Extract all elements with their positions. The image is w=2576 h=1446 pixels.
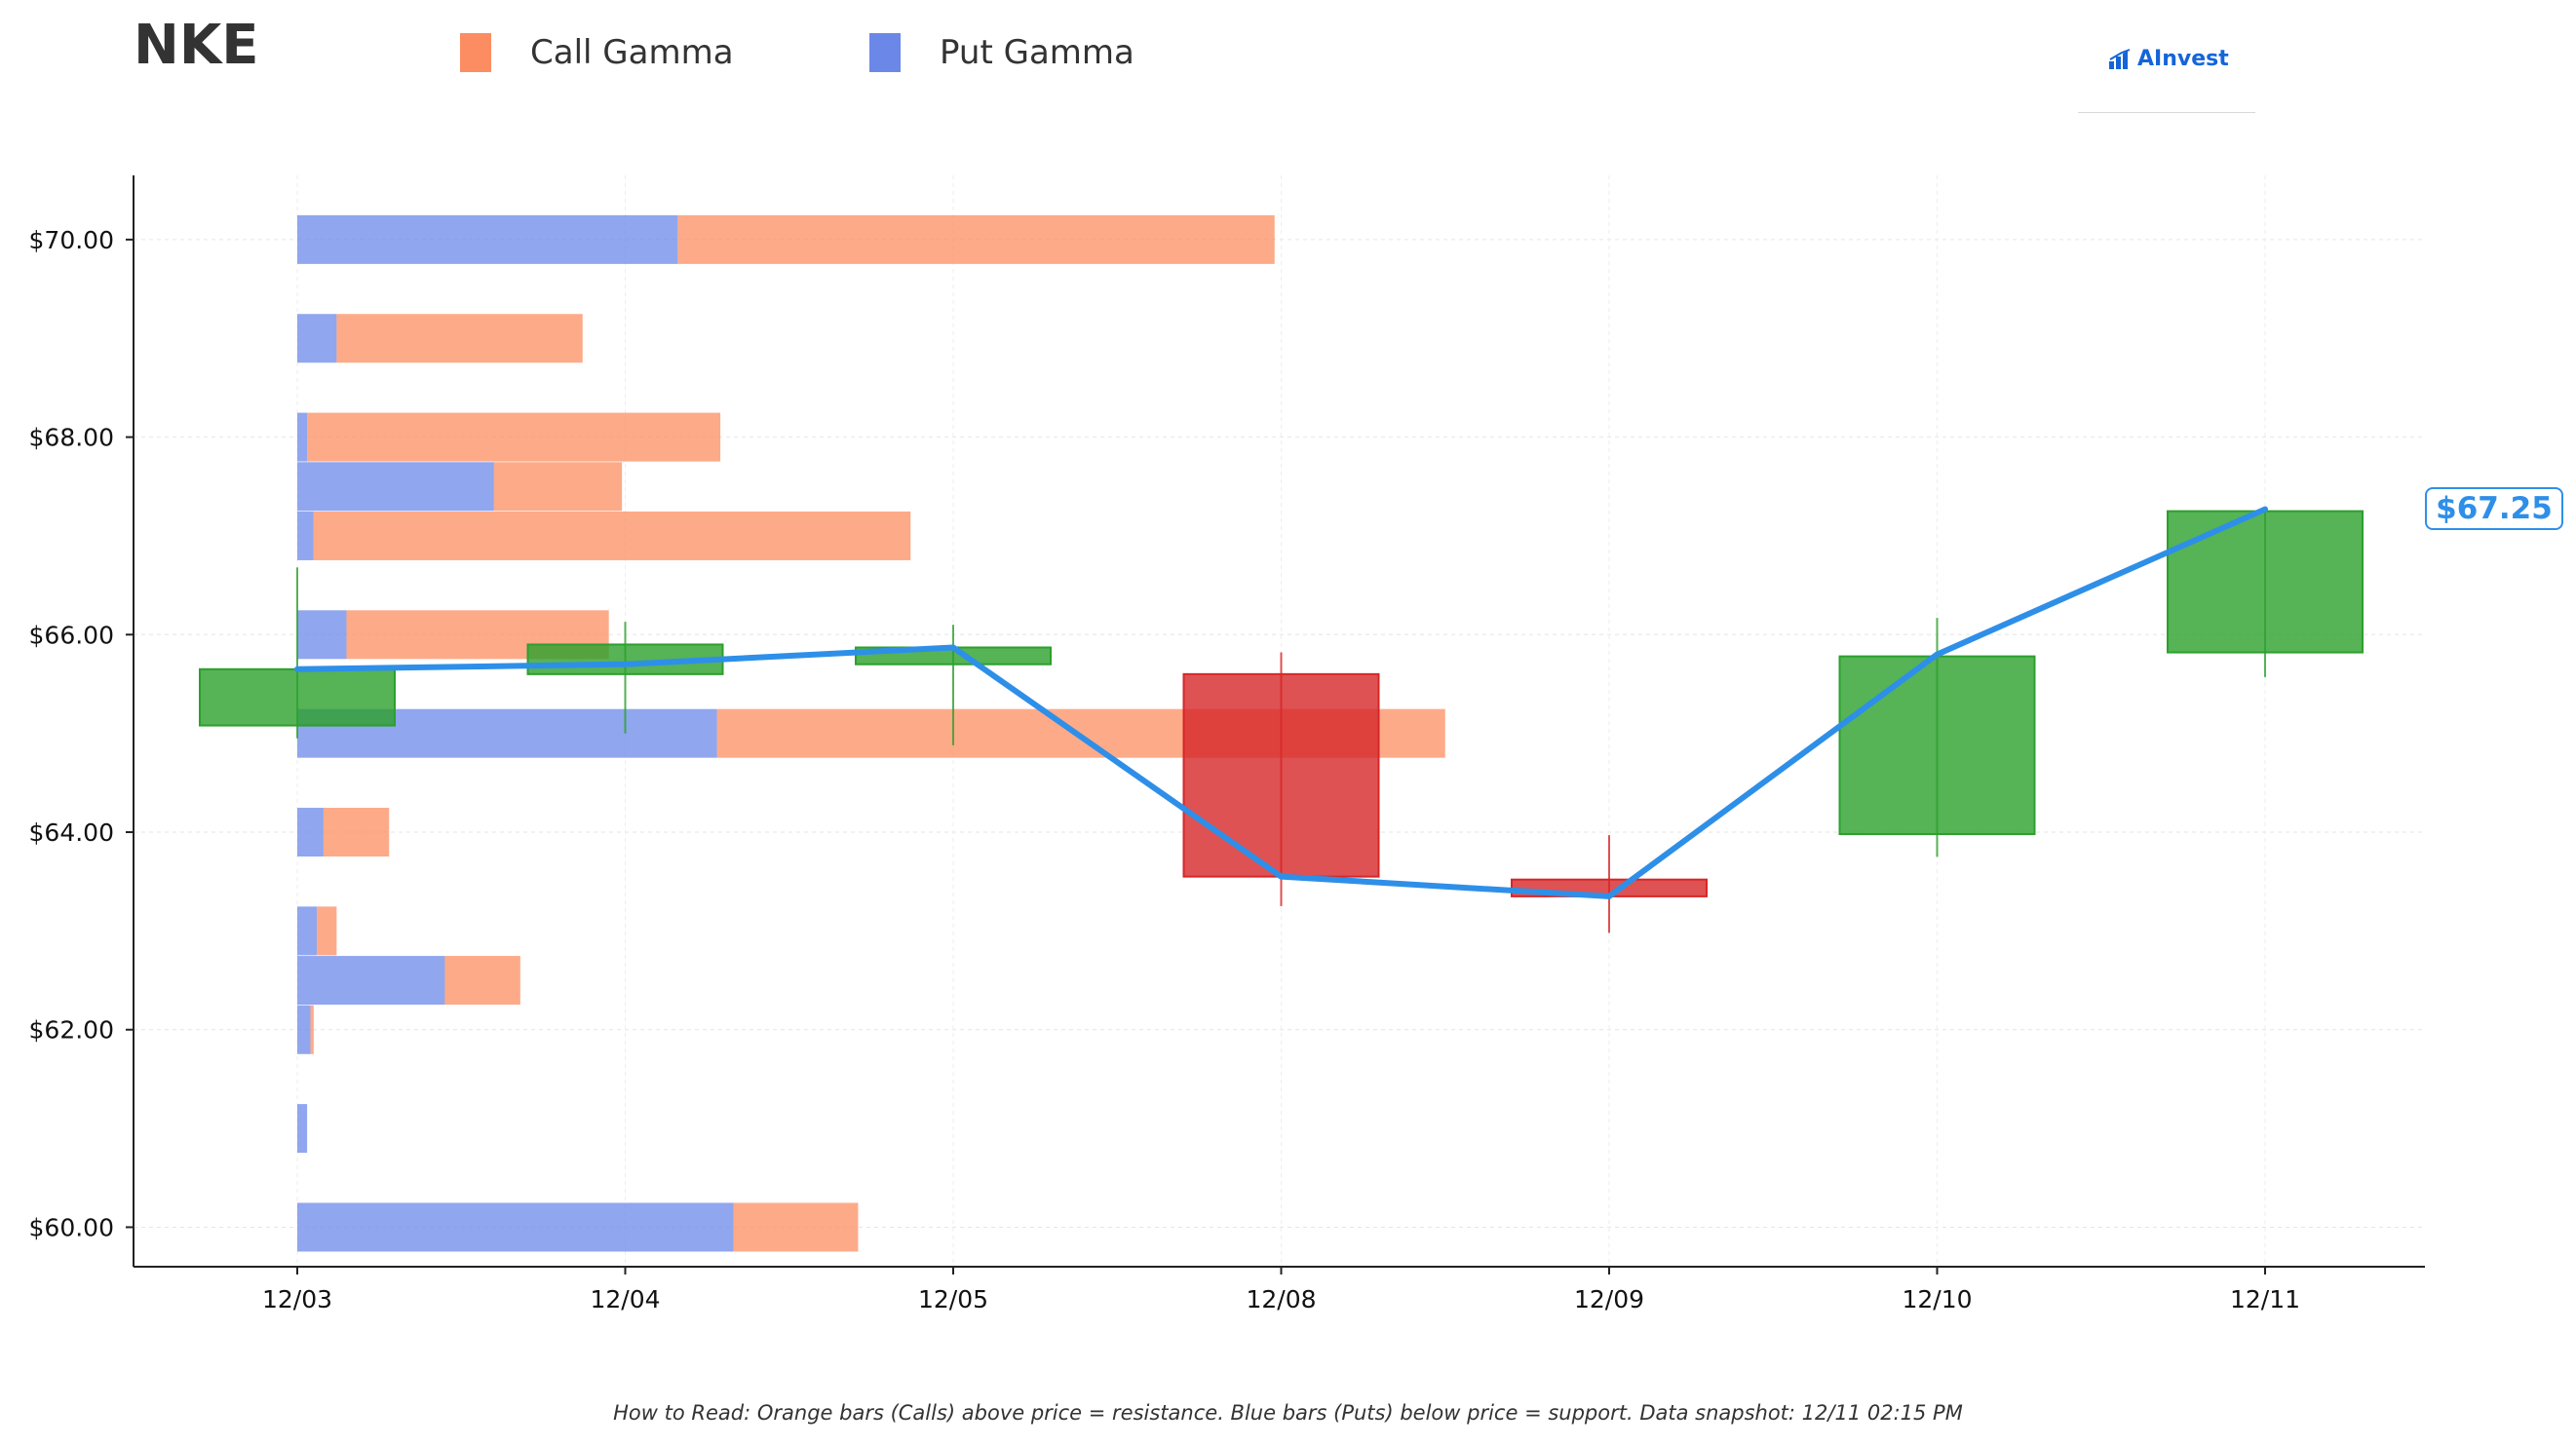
legend-item-put-gamma: Put Gamma: [869, 33, 1134, 72]
y-tick-label: $64.00: [29, 818, 114, 847]
price-line-layer: [294, 506, 2268, 899]
x-tick-label: 12/09: [1574, 1285, 1644, 1313]
call-gamma-swatch: [460, 33, 491, 72]
brand-underline: [2078, 112, 2255, 113]
legend-item-call-gamma: Call Gamma: [460, 33, 734, 72]
call-gamma-bar: [323, 808, 390, 857]
x-tick-label: 12/10: [1902, 1285, 1972, 1313]
candle-body: [1838, 655, 2036, 836]
put-gamma-bar: [297, 1005, 311, 1054]
candle-body: [2167, 510, 2364, 654]
y-tick-label: $62.00: [29, 1016, 114, 1045]
put-gamma-bar: [297, 1202, 734, 1252]
put-gamma-bar: [297, 906, 318, 956]
x-tick-label: 12/03: [262, 1285, 332, 1313]
x-tick-label: 12/05: [918, 1285, 988, 1313]
put-gamma-bar: [297, 214, 678, 264]
put-gamma-swatch: [869, 33, 901, 72]
call-gamma-bar: [317, 906, 337, 956]
put-gamma-bar: [297, 808, 324, 857]
axis-layer: $60.00 $62.00 $64.00 $66.00 $68.00 $70.00 12/0…: [29, 175, 2425, 1313]
call-gamma-bar: [310, 1005, 314, 1054]
gamma-bar-layer: [297, 214, 1445, 1252]
x-tick-label: 12/11: [2230, 1285, 2300, 1313]
call-gamma-bar: [336, 314, 583, 363]
x-tick-label: 12/08: [1246, 1285, 1316, 1313]
call-gamma-bar: [313, 511, 911, 560]
y-tick-label: $60.00: [29, 1213, 114, 1241]
call-gamma-bar: [733, 1202, 859, 1252]
call-gamma-bar: [677, 214, 1275, 264]
y-tick-label: $66.00: [29, 621, 114, 649]
call-gamma-bar: [307, 412, 721, 462]
put-gamma-bar: [297, 412, 308, 462]
call-gamma-bar: [493, 462, 623, 512]
candlestick-layer: [199, 510, 2364, 933]
legend-label-call-gamma: Call Gamma: [530, 33, 734, 72]
put-gamma-bar: [297, 1104, 308, 1154]
ticker-title: NKE: [134, 14, 259, 77]
x-tick-label: 12/04: [590, 1285, 660, 1313]
y-tick-label: $70.00: [29, 226, 114, 254]
call-gamma-bar: [444, 956, 520, 1006]
put-gamma-bar: [297, 610, 347, 660]
brand-name: AInvest: [2137, 47, 2229, 71]
candle-body: [199, 667, 396, 727]
candle-body: [1182, 672, 1380, 878]
put-gamma-bar: [297, 956, 445, 1006]
last-price-badge: $67.25: [2425, 487, 2563, 530]
put-gamma-bar: [297, 462, 494, 512]
put-gamma-bar: [297, 511, 314, 560]
price-line: [294, 506, 2268, 899]
legend-label-put-gamma: Put Gamma: [940, 33, 1134, 72]
put-gamma-bar: [297, 314, 337, 363]
ainvest-logo-icon: [2109, 48, 2131, 69]
y-tick-label: $68.00: [29, 424, 114, 452]
ainvest-logo: AInvest: [2108, 47, 2229, 71]
how-to-read-footnote: How to Read: Orange bars (Calls) above p…: [613, 1401, 1963, 1425]
